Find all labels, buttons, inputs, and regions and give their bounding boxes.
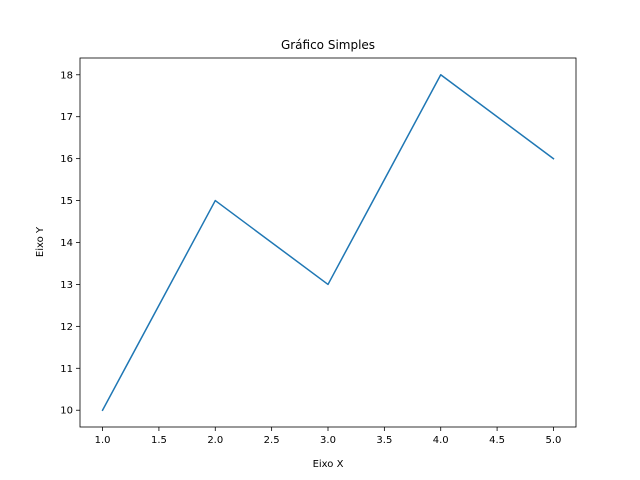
y-tick-label: 11 [60, 364, 73, 375]
y-tick-label: 18 [60, 70, 73, 81]
series-line [101, 74, 555, 412]
x-tick-label: 1.5 [151, 435, 167, 446]
y-tick-label: 16 [60, 154, 73, 165]
plot-area: 1.0 1.5 2.0 2.5 3.0 3.5 4.0 4.5 5.0 10 11 12 13 14 15 1… [60, 57, 577, 446]
x-tick-label: 4.0 [433, 435, 449, 446]
y-axis-label: Eixo Y [35, 226, 46, 257]
x-tick-label: 3.0 [320, 435, 336, 446]
y-tick-label: 10 [60, 406, 73, 417]
y-tick-label: 12 [60, 322, 73, 333]
y-tick-label: 14 [60, 238, 73, 249]
x-tick-label: 3.5 [376, 435, 392, 446]
x-tick-label: 1.0 [95, 435, 111, 446]
x-tick-label: 2.5 [264, 435, 280, 446]
x-axis-label: Eixo X [313, 459, 344, 470]
chart-title: Gráfico Simples [281, 38, 375, 52]
x-tick-label: 5.0 [546, 435, 562, 446]
x-tick-label: 4.5 [489, 435, 505, 446]
x-tick-label: 2.0 [207, 435, 223, 446]
y-tick-label: 17 [60, 112, 73, 123]
y-tick-label: 15 [60, 196, 73, 207]
y-tick-label: 13 [60, 280, 73, 291]
